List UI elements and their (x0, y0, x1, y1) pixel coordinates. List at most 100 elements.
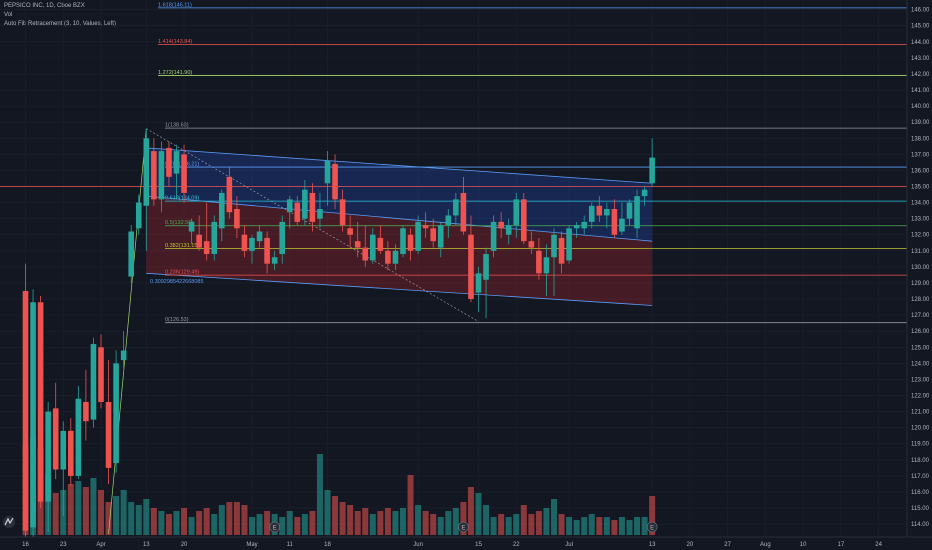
time-tick-label: 18 (324, 542, 331, 548)
time-axis: 16 23 Apr 13 20 May 11 18 Jun 15 22 Jul 13 20 27 Aug 10 1… (0, 536, 932, 550)
candle-body (588, 205, 595, 222)
volume-bar (384, 508, 391, 535)
time-tick-label: 24 (875, 542, 882, 548)
candle-body (196, 234, 202, 248)
candle-body (309, 192, 316, 222)
candle-body (490, 221, 497, 251)
candle-body (30, 302, 36, 528)
candle-body (302, 189, 308, 219)
channel-line (146, 147, 653, 184)
candle-body (166, 147, 172, 177)
candle-body (596, 205, 603, 216)
time-tick-label: 20 (687, 542, 694, 548)
volume-bar (120, 490, 127, 535)
volume-bar (475, 493, 482, 535)
time-tick-label: 11 (287, 542, 294, 548)
volume-bar (188, 517, 195, 535)
candle-body (120, 350, 127, 361)
price-tick-label: 122.00 (911, 394, 930, 400)
volume-bar (309, 511, 316, 535)
volume-bar (354, 511, 361, 535)
candle-body (453, 199, 459, 216)
candle-body (128, 231, 134, 277)
price-tick-label: 117.00 (911, 474, 930, 480)
volume-bar (513, 514, 520, 535)
candle-body (370, 234, 376, 261)
candle-body (528, 241, 535, 248)
volume-bar (113, 496, 120, 535)
candle-body (68, 430, 74, 476)
volume-bar (90, 478, 97, 535)
volume-bar (347, 505, 354, 535)
candle-body (581, 221, 587, 229)
price-tick-label: 137.00 (911, 152, 930, 158)
candle-body (256, 231, 263, 242)
volume-bar (415, 505, 422, 535)
volume-bar (339, 502, 346, 535)
volume-bar (626, 520, 633, 535)
volume-bar (324, 490, 331, 535)
price-tick-label: 114.00 (911, 522, 930, 528)
candle-body (339, 199, 346, 226)
channel-line (146, 272, 653, 306)
price-tick-label: 133.00 (911, 217, 930, 223)
time-tick-label: 22 (513, 542, 520, 548)
volume-bar (233, 502, 240, 535)
candle-body (234, 209, 240, 229)
volume-bar (603, 517, 610, 535)
fib-trend-line (108, 128, 147, 534)
fib-level-label: 0.618(134.09) (165, 196, 199, 202)
earnings-marker-label: E (650, 526, 654, 532)
time-tick-label: 13 (143, 542, 150, 548)
price-tick-label: 132.00 (911, 233, 930, 239)
price-tick-label: 130.00 (911, 265, 930, 271)
time-tick-label: Jul (565, 542, 573, 548)
candle-body (105, 401, 112, 468)
candle-body (573, 225, 580, 229)
fib-level-label: 1.618(146.11) (158, 2, 192, 8)
price-tick-label: 140.00 (911, 104, 930, 110)
candle-body (430, 228, 436, 242)
candle-body (392, 250, 399, 264)
candle-body (437, 225, 444, 248)
candle-body (445, 215, 452, 226)
earnings-marker-icon (269, 521, 280, 533)
candle-body (113, 363, 119, 464)
volume-bar (165, 514, 172, 535)
candle-body (332, 163, 338, 200)
fib-level-label: 0(126.53) (165, 317, 189, 323)
price-tick-label: 142.00 (911, 72, 930, 78)
volume-bar (649, 496, 656, 535)
price-tick-label: 127.00 (911, 313, 930, 319)
volume-bar (520, 505, 527, 535)
volume-bar (218, 505, 225, 535)
candle-body (241, 234, 248, 251)
time-axis-bg (0, 537, 932, 550)
volume-bar (596, 517, 603, 535)
volume-bar (150, 508, 157, 535)
volume-bar (203, 508, 210, 535)
fib-level-label: 1.272(141.90) (158, 70, 192, 76)
candle-body (377, 237, 384, 251)
candle-body (422, 225, 429, 229)
candle-body (619, 218, 625, 232)
volume-bar (483, 505, 490, 535)
price-tick-label: 136.00 (911, 168, 930, 174)
volume-bar (143, 499, 150, 535)
fib-level-label: 0.382(131.15) (165, 243, 199, 249)
volume-bar (407, 475, 414, 535)
volume-bar (566, 517, 573, 535)
price-tick-label: 123.00 (911, 377, 930, 383)
volume-bar (430, 514, 437, 535)
candle-body (611, 209, 618, 235)
volume-bar (618, 517, 625, 535)
candle-body (468, 234, 474, 300)
volume-bar (279, 517, 286, 535)
time-tick-label: 15 (475, 542, 482, 548)
price-tick-label: 138.00 (911, 136, 930, 142)
price-axis: 114.00 115.00 116.00 117.00 118.00 119.00 120.… (906, 0, 932, 537)
volume-bar (75, 481, 82, 535)
candle-body (188, 221, 195, 232)
volume-bar (528, 514, 535, 535)
